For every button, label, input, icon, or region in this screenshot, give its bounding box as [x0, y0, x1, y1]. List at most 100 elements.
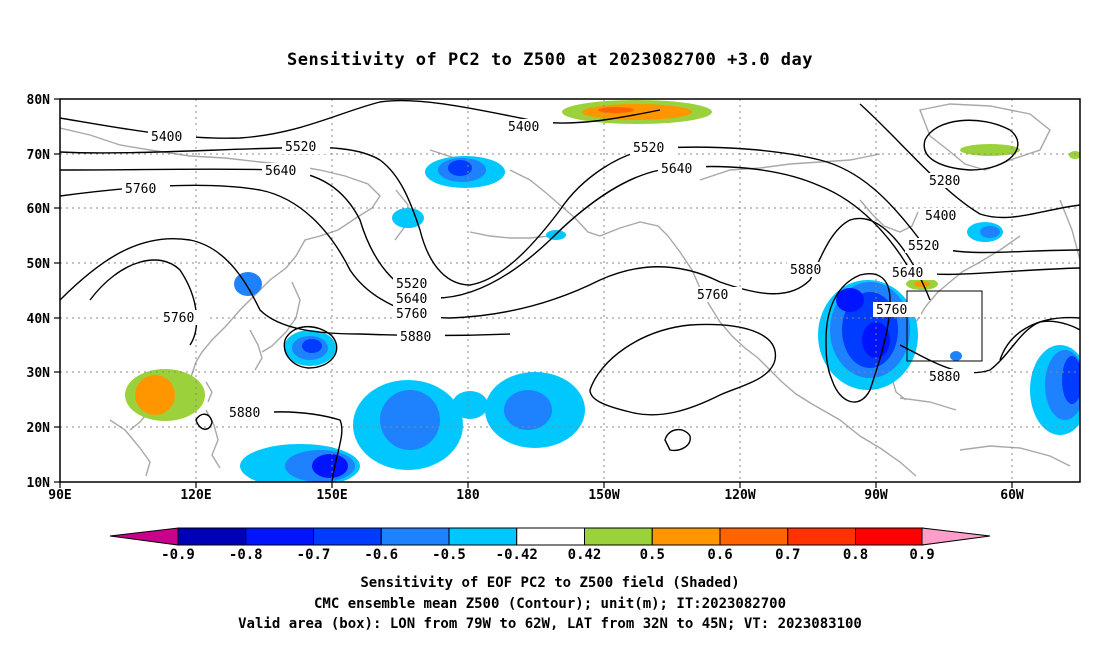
- contour-label: 5880: [400, 330, 431, 345]
- coastline-africa-west: [1059, 199, 1080, 261]
- lon-tick-label: 60W: [1000, 488, 1024, 503]
- lat-tick-label: 30N: [27, 366, 51, 381]
- colorbar-label: 0.6: [707, 547, 732, 563]
- contour-5760-atlantic: [999, 316, 1080, 361]
- map-frame: [59, 98, 1081, 483]
- shade-neg-south-pacific-core: [312, 454, 348, 478]
- sensitivity-shading: [125, 100, 1080, 482]
- colorbar-swatch: [448, 527, 518, 546]
- colorbar-label: 0.42: [568, 547, 602, 563]
- plot-title: Sensitivity of PC2 to Z500 at 2023082700…: [286, 50, 813, 70]
- coastline-cuba: [899, 397, 957, 411]
- contour-label-layer: 5400 5400 5520 5520 5640 5640 5760 5760 …: [122, 119, 974, 421]
- shade-neg-bering-core: [448, 160, 472, 176]
- colorbar-label: -0.5: [432, 547, 466, 563]
- lon-tick-label: 90W: [864, 488, 888, 503]
- shade-neg-pacific-west-core: [302, 339, 322, 353]
- colorbar-swatch: [855, 527, 924, 546]
- colorbar: -0.9 -0.8 -0.7 -0.6 -0.5 -0.42 0.42 0.5 …: [109, 527, 991, 563]
- colorbar-label: -0.9: [161, 547, 195, 563]
- lon-tick-label: 120W: [724, 488, 755, 503]
- contour-label: 5880: [929, 370, 960, 385]
- colorbar-label: -0.42: [496, 547, 538, 563]
- contour-label: 5640: [892, 266, 923, 281]
- coastline-korea: [249, 329, 263, 371]
- coastline-taiwan: [205, 381, 213, 403]
- colorbar-swatch: [380, 527, 450, 546]
- coastline-greenland: [919, 103, 1051, 171]
- contour-5880-pacific-cell: [283, 326, 338, 369]
- shade-neg-kamchatka: [392, 208, 424, 228]
- coastline-aleutians: [469, 231, 551, 239]
- shade-neg-box-spot: [950, 351, 962, 361]
- coastline-na-west: [667, 235, 841, 421]
- coastline-alaska: [509, 169, 669, 237]
- colorbar-swatch: [516, 527, 585, 546]
- colorbar-swatch: [719, 527, 789, 546]
- contour-label: 5520: [285, 140, 316, 155]
- caption-line-contour: CMC ensemble mean Z500 (Contour); unit(m…: [313, 595, 786, 612]
- colorbar-label: -0.8: [229, 547, 263, 563]
- contour-label: 5400: [151, 130, 182, 145]
- lat-tick-label: 70N: [27, 148, 51, 163]
- contour-5880-trop-west: [195, 413, 213, 430]
- shade-pos-china-orange: [135, 375, 175, 415]
- coastline-south-america: [959, 445, 1071, 467]
- colorbar-label: 0.5: [640, 547, 665, 563]
- contour-5880-south: [60, 238, 511, 337]
- colorbar-left-arrow: [109, 527, 179, 546]
- lon-tick-labels: 90E 120E 150E 180 150W 120W 90W 60W: [48, 488, 1024, 503]
- lon-tick-label: 150W: [588, 488, 619, 503]
- shade-pos-greenland: [960, 144, 1020, 156]
- contour-5880-small-cell: [664, 429, 691, 452]
- contour-5400-east: [859, 103, 1080, 219]
- colorbar-swatch: [584, 527, 653, 546]
- contour-label: 5880: [790, 263, 821, 278]
- contour-label: 5760: [876, 303, 907, 318]
- axis-ticks: [54, 98, 1013, 488]
- colorbar-swatch: [651, 527, 721, 546]
- contour-label: 5520: [908, 239, 939, 254]
- colorbar-label: 0.9: [909, 547, 934, 563]
- contour-5280-cell: [923, 119, 1019, 171]
- contour-label: 5520: [396, 277, 427, 292]
- contour-label: 5760: [396, 307, 427, 322]
- lat-tick-label: 60N: [27, 202, 51, 217]
- shade-neg-tropics-b-mid: [504, 390, 552, 430]
- valid-area-box: [906, 290, 983, 362]
- coastline-japan: [261, 281, 301, 353]
- shade-neg-labrador-mid: [980, 226, 1000, 238]
- lon-tick-label: 90E: [48, 488, 71, 503]
- contour-label: 5400: [925, 209, 956, 224]
- contour-5760-west: [89, 259, 198, 346]
- contour-5760-north: [60, 184, 931, 319]
- lat-tick-labels: 80N 70N 60N 50N 40N 30N 20N 10N: [27, 93, 51, 491]
- contour-label: 5280: [929, 174, 960, 189]
- coastline-philippines: [205, 409, 221, 469]
- lat-tick-label: 20N: [27, 421, 51, 436]
- colorbar-right-arrow: [921, 527, 991, 546]
- caption-line-shading: Sensitivity of EOF PC2 to Z500 field (Sh…: [360, 575, 740, 591]
- contour-label: 5640: [661, 162, 692, 177]
- shade-pos-arctic-red: [598, 107, 634, 113]
- colorbar-label: -0.7: [297, 547, 331, 563]
- colorbar-label: 0.7: [775, 547, 800, 563]
- colorbar-swatch: [313, 527, 382, 546]
- figure-caption: Sensitivity of EOF PC2 to Z500 field (Sh…: [0, 573, 1100, 635]
- contour-label: 5520: [633, 141, 664, 156]
- coastline-hudson-bay: [859, 199, 919, 233]
- contour-label: 5760: [125, 182, 156, 197]
- lat-tick-label: 10N: [27, 476, 51, 491]
- shade-pos-arctic-orange: [582, 104, 692, 120]
- lat-tick-label: 80N: [27, 93, 51, 108]
- shade-neg-tropics-a-mid: [380, 390, 440, 450]
- colorbar-swatch: [177, 527, 247, 546]
- coastline-indochina: [109, 419, 151, 477]
- shade-pos-east-coast-orange: [914, 281, 930, 287]
- lon-tick-label: 180: [456, 488, 480, 503]
- shade-neg-japan: [234, 272, 262, 296]
- lon-tick-label: 150E: [316, 488, 347, 503]
- colorbar-swatch: [245, 527, 314, 546]
- contour-label: 5640: [265, 164, 296, 179]
